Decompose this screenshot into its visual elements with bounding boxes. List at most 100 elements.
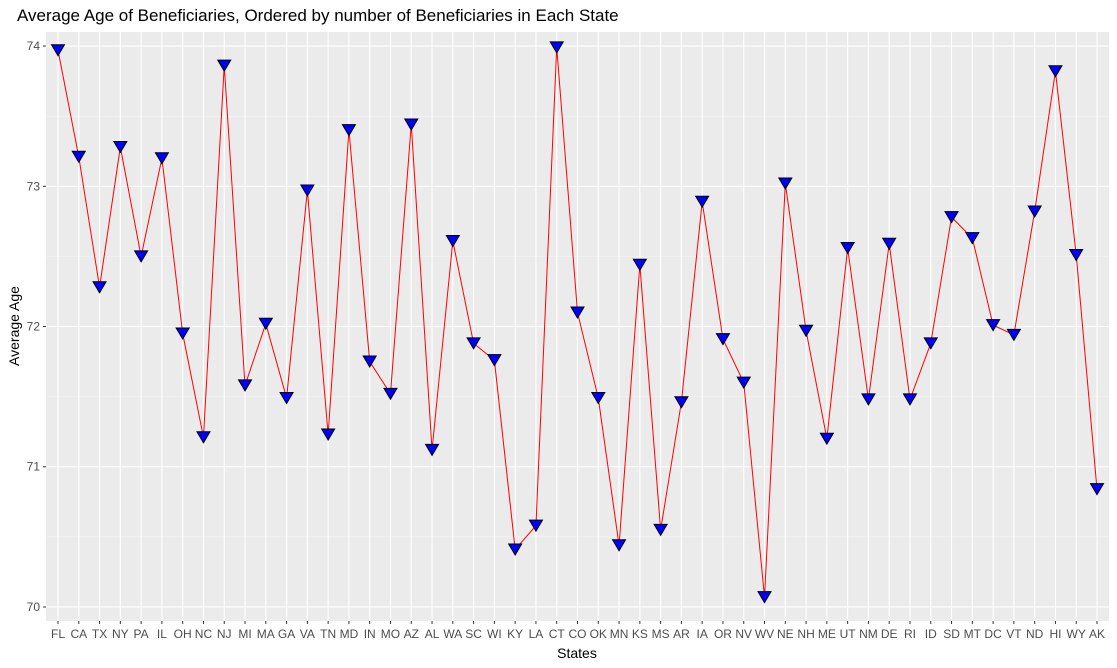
x-tick-label: RI	[904, 627, 916, 641]
data-point-marker	[112, 140, 128, 154]
data-point-marker	[341, 124, 357, 137]
data-point-marker	[757, 591, 772, 604]
x-tick-label: NJ	[217, 627, 232, 641]
data-point-marker	[881, 237, 897, 251]
data-point-marker	[1048, 65, 1063, 78]
data-point-marker	[840, 241, 856, 255]
data-point-marker	[632, 258, 648, 272]
x-tick-label: SC	[465, 627, 482, 641]
data-point-marker	[736, 376, 752, 390]
x-tick-label: MD	[340, 627, 359, 641]
x-tick-label: MI	[238, 627, 251, 641]
x-tick-label: MO	[381, 627, 400, 641]
data-point-marker	[653, 523, 668, 537]
data-point-marker	[798, 324, 814, 338]
x-tick-label: CT	[549, 627, 566, 641]
x-tick-label: NC	[195, 627, 213, 641]
x-tick-label: NE	[777, 627, 794, 641]
data-point-marker	[1006, 328, 1022, 342]
chart-title: Average Age of Beneficiaries, Ordered by…	[17, 6, 619, 25]
major-gridlines	[46, 32, 1109, 621]
x-tick-label: DE	[881, 627, 898, 641]
data-point-marker	[923, 337, 939, 350]
data-point-marker	[279, 392, 294, 405]
x-tick-label: HI	[1049, 627, 1061, 641]
x-tick-label: GA	[278, 627, 295, 641]
x-tick-label: WY	[1067, 627, 1086, 641]
x-tick-label: ND	[1026, 627, 1044, 641]
x-tick-label: IA	[697, 627, 708, 641]
data-point-marker	[985, 319, 1001, 332]
data-point-marker	[403, 118, 419, 132]
x-tick-label: IL	[157, 627, 167, 641]
data-point-marker	[92, 281, 107, 294]
data-point-marker	[424, 443, 440, 457]
data-point-marker	[902, 393, 918, 406]
data-point-marker	[715, 333, 731, 346]
x-axis-title: States	[557, 645, 597, 661]
data-point-marker	[1027, 205, 1043, 218]
x-tick-label: OH	[174, 627, 192, 641]
x-axis-ticks: FL CA TX NY PA IL OH NC NJ MI MA GA VA TN MD IN MO AZ AL WA…	[51, 621, 1105, 641]
y-tick-label: 72	[27, 320, 41, 334]
data-point-marker	[528, 519, 544, 533]
data-point-marker	[611, 539, 627, 552]
data-point-marker	[154, 152, 170, 165]
x-tick-label: ID	[925, 627, 937, 641]
series-layer	[50, 41, 1105, 604]
x-tick-label: OR	[714, 627, 732, 641]
x-tick-label: NM	[859, 627, 878, 641]
data-point-marker	[196, 431, 211, 444]
x-tick-label: CA	[70, 627, 87, 641]
x-tick-label: IN	[364, 627, 376, 641]
x-tick-label: TX	[92, 627, 107, 641]
data-point-marker	[590, 392, 606, 405]
x-tick-label: AL	[425, 627, 440, 641]
x-tick-label: AK	[1089, 627, 1105, 641]
x-tick-label: SD	[943, 627, 960, 641]
x-tick-label: AR	[673, 627, 690, 641]
data-point-marker	[487, 354, 502, 367]
y-tick-label: 71	[27, 460, 41, 474]
x-tick-label: MS	[652, 627, 670, 641]
x-tick-label: NY	[112, 627, 129, 641]
x-tick-label: NH	[797, 627, 814, 641]
data-point-marker	[362, 355, 378, 369]
x-tick-label: WV	[755, 627, 774, 641]
x-tick-label: ME	[818, 627, 836, 641]
x-tick-label: MA	[257, 627, 275, 641]
x-tick-label: VA	[300, 627, 315, 641]
x-tick-label: UT	[840, 627, 857, 641]
data-point-marker	[507, 543, 523, 556]
data-point-marker	[445, 234, 461, 248]
x-tick-label: NV	[735, 627, 752, 641]
x-tick-label: KY	[507, 627, 523, 641]
data-point-marker	[320, 428, 336, 441]
data-point-marker	[570, 306, 585, 319]
data-point-marker	[861, 393, 876, 406]
x-tick-label: VT	[1006, 627, 1022, 641]
x-tick-label: MT	[964, 627, 982, 641]
y-axis-title: Average Age	[6, 286, 22, 366]
x-tick-label: CO	[569, 627, 587, 641]
y-tick-label: 73	[27, 179, 41, 193]
data-point-marker	[819, 432, 835, 446]
data-point-marker	[133, 250, 149, 263]
x-tick-label: OK	[590, 627, 607, 641]
data-point-marker	[694, 195, 710, 209]
data-point-marker	[466, 337, 481, 350]
x-tick-label: WI	[487, 627, 502, 641]
x-tick-label: KS	[632, 627, 648, 641]
x-tick-label: AZ	[404, 627, 419, 641]
x-tick-label: PA	[134, 627, 149, 641]
data-point-marker	[237, 379, 253, 392]
x-tick-label: FL	[51, 627, 65, 641]
data-point-marker	[1068, 248, 1084, 262]
y-axis-ticks: 70 71 72 73 74	[27, 39, 46, 614]
x-tick-label: LA	[529, 627, 544, 641]
data-point-marker	[299, 184, 315, 197]
y-tick-label: 70	[27, 600, 41, 614]
data-point-marker	[549, 41, 565, 54]
data-point-marker	[383, 387, 398, 401]
